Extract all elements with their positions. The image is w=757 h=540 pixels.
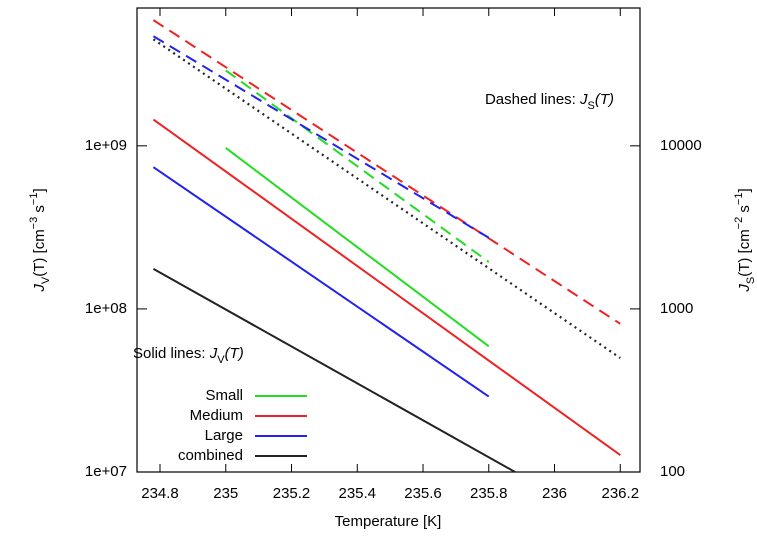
y-axis-label-part: V [40,276,52,284]
annotation-part: Solid lines: [133,345,210,362]
annotation-part: J [209,345,218,362]
y2-axis-label-part: (T) [cm [736,229,753,276]
x-tick-label: 235.8 [470,485,508,502]
annotation: Solid lines: JV(T) [133,345,244,366]
y-axis-label-part: −1 [28,193,40,206]
y-axis-label-part: s [31,205,48,217]
annotation-part: S [588,100,595,112]
y2-tick-label: 1000 [660,300,693,317]
y-axis-label-part: −3 [28,217,40,230]
legend-label: Medium [190,407,243,424]
annotation: Dashed lines: JS(T) [485,91,614,112]
plot-frame [136,7,641,473]
y2-axis-label-part: S [745,277,757,284]
legend-label: Large [205,427,243,444]
annotation-part: (T) [225,345,244,362]
y2-axis-label-part: −1 [733,193,745,206]
x-axis-label: Temperature [K] [335,513,442,530]
series-line [225,69,490,263]
series-line [152,118,621,456]
y2-axis-label-part: J [736,284,753,293]
series-line [152,268,516,473]
series-line [152,35,490,239]
y2-tick-label: 10000 [660,137,702,154]
y-tick-label: 1e+09 [85,137,127,154]
x-tick-label: 236.2 [602,485,640,502]
y-axis-label: JV(T) [cm−3 s−1] [28,188,52,292]
series-line [225,147,490,348]
series-line [152,19,621,325]
y2-axis-label-part: −2 [733,217,745,230]
y-axis-label-part: ] [31,188,48,192]
y2-axis-label: JS(T) [cm−2 s−1] [733,188,757,292]
x-tick-label: 234.8 [141,485,179,502]
y-axis-label-part: J [31,284,48,293]
x-tick-label: 235 [213,485,238,502]
x-tick-label: 236 [542,485,567,502]
legend-label: Small [205,387,243,404]
y-tick-label: 1e+08 [85,300,127,317]
y-axis-label-part: (T) [cm [31,229,48,276]
y2-axis-label-part: ] [736,188,753,192]
y2-tick-label: 100 [660,463,685,480]
y2-axis-label-part: s [736,205,753,217]
legend-label: combined [178,447,243,464]
series-line [152,38,621,359]
series-line [152,166,490,398]
x-tick-label: 235.6 [404,485,442,502]
y-tick-label: 1e+07 [85,463,127,480]
annotation-part: V [217,354,225,366]
annotation-part: (T) [595,91,614,108]
x-tick-label: 235.4 [338,485,376,502]
x-tick-label: 235.2 [273,485,311,502]
annotation-part: Dashed lines: [485,91,580,108]
annotation-part: J [579,91,588,108]
